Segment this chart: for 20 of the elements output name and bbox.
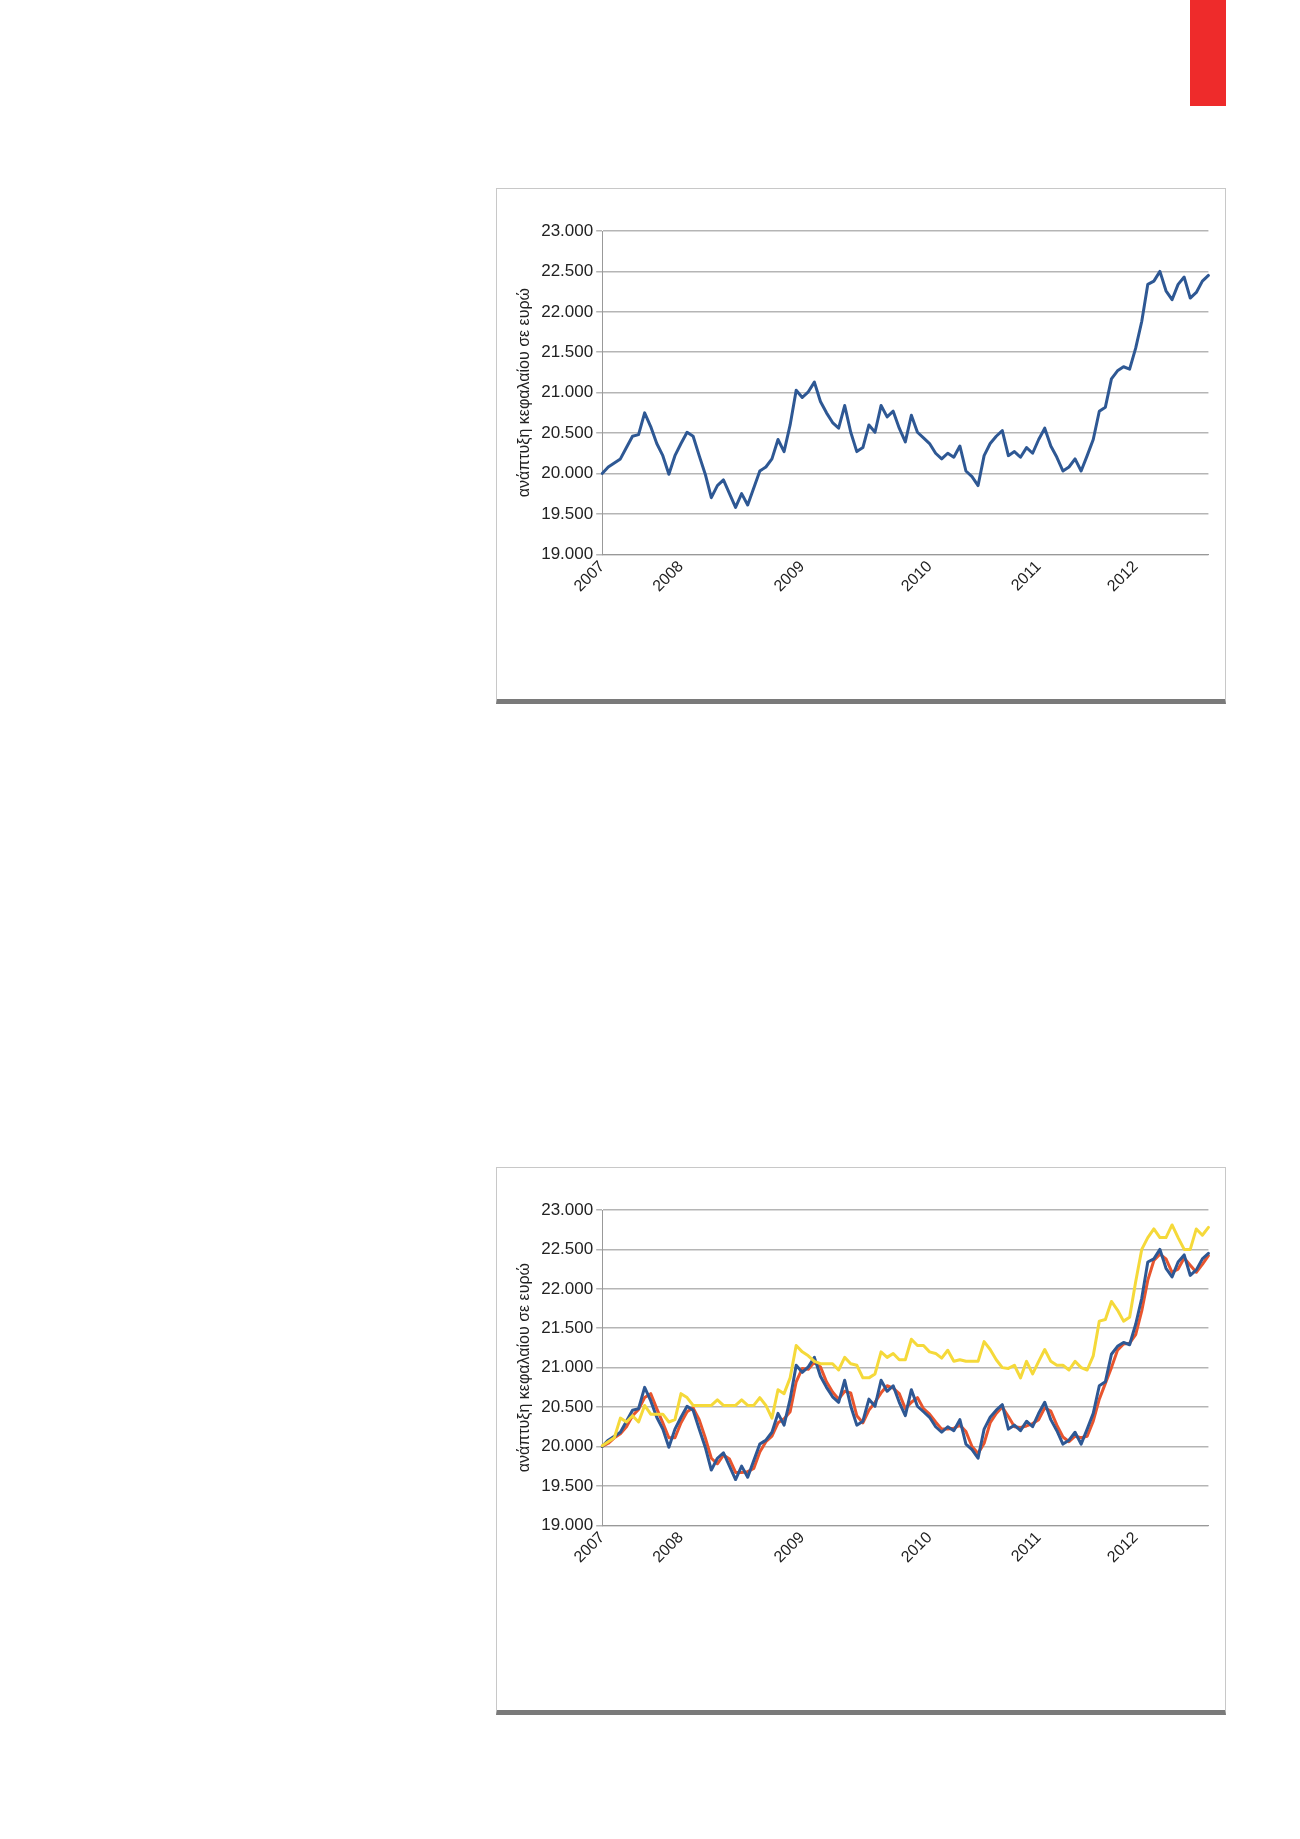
y-tick-label: 22.000 (541, 301, 594, 321)
y-tick-label: 21.500 (541, 341, 594, 361)
y-tick-label: 19.000 (541, 1514, 594, 1534)
y-tick-label: 20.500 (541, 422, 594, 442)
y-tick-label: 21.000 (541, 382, 594, 402)
y-tick-label: 20.000 (541, 463, 594, 483)
y-tick-label: 21.500 (541, 1317, 594, 1337)
y-tick-label: 20.000 (541, 1436, 594, 1456)
y-tick-label: 19.500 (541, 503, 594, 523)
y-tick-label: 20.500 (541, 1396, 594, 1416)
y-tick-label: 19.000 (541, 543, 594, 563)
y-tick-label: 23.000 (541, 1199, 594, 1219)
y-tick-label: 22.500 (541, 1239, 594, 1259)
y-tick-label: 22.500 (541, 261, 594, 281)
y-tick-label: 22.000 (541, 1278, 594, 1298)
y-tick-label: 21.000 (541, 1357, 594, 1377)
y-axis-title: ανάπτυξη κεφαλαίου σε ευρώ (515, 287, 534, 498)
y-tick-label: 19.500 (541, 1475, 594, 1495)
y-axis-title: ανάπτυξη κεφαλαίου σε ευρώ (515, 1262, 534, 1473)
y-tick-label: 23.000 (541, 220, 594, 240)
